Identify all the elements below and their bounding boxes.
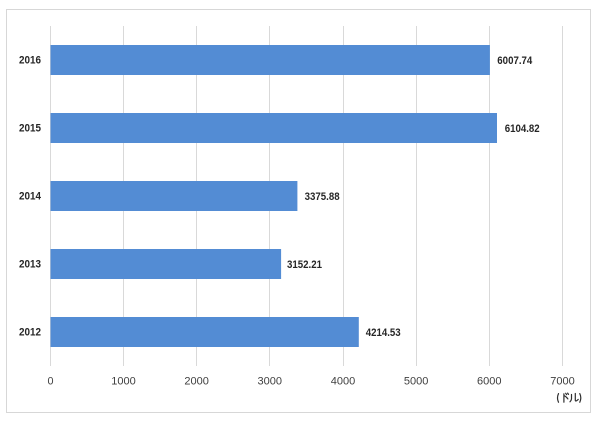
svg-text:2015: 2015 <box>19 123 41 135</box>
svg-text:2014: 2014 <box>19 191 41 203</box>
svg-text:2012: 2012 <box>19 327 41 339</box>
svg-text:2013: 2013 <box>19 259 41 271</box>
svg-text:0: 0 <box>47 376 53 388</box>
svg-text:2000: 2000 <box>184 376 209 388</box>
svg-text:5000: 5000 <box>404 376 429 388</box>
svg-text:3375.88: 3375.88 <box>305 191 340 203</box>
svg-text:3000: 3000 <box>258 376 283 388</box>
svg-text:6000: 6000 <box>477 376 502 388</box>
svg-text:2016: 2016 <box>19 55 41 67</box>
svg-text:4214.53: 4214.53 <box>366 327 401 339</box>
svg-text:4000: 4000 <box>331 376 356 388</box>
svg-text:6104.82: 6104.82 <box>505 123 540 135</box>
svg-text:1000: 1000 <box>111 376 136 388</box>
svg-text:7000: 7000 <box>550 376 575 388</box>
svg-text:6007.74: 6007.74 <box>497 55 532 67</box>
svg-text:3152.21: 3152.21 <box>287 259 322 271</box>
